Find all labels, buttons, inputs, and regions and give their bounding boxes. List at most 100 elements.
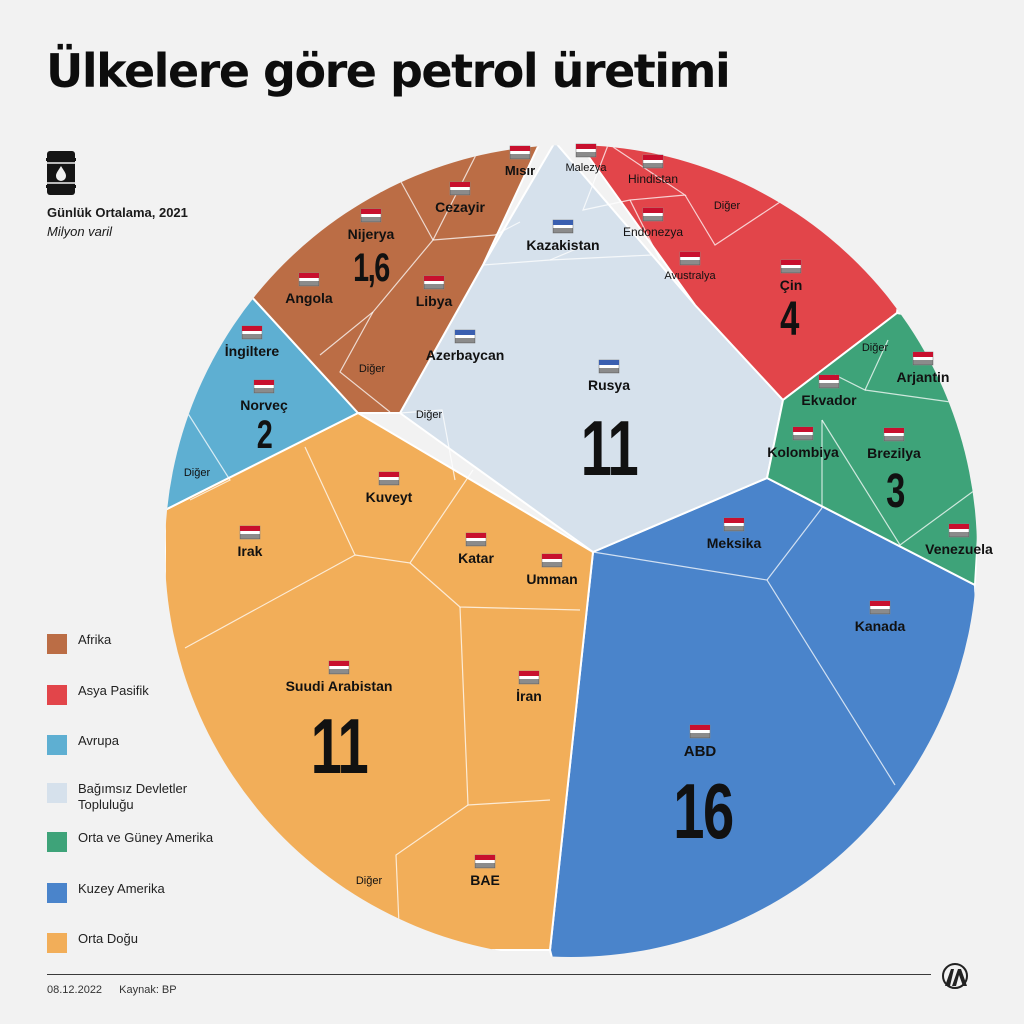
legend-swatch bbox=[47, 883, 67, 903]
flag-icon-azerbaycan-2 bbox=[454, 329, 476, 344]
country-label-diger-2: Diğer bbox=[416, 409, 443, 421]
flag-icon-brezilya-4 bbox=[883, 427, 905, 442]
country-label-kazakistan-2: Kazakistan bbox=[526, 237, 599, 253]
legend-label: Afrika bbox=[78, 632, 112, 647]
country-label-iran-1: İran bbox=[516, 688, 542, 704]
country-label-diger-4: Diğer bbox=[862, 342, 889, 354]
legend-item-orta-dogu: Orta Doğu bbox=[47, 931, 218, 953]
flag-icon-rusya-2 bbox=[598, 359, 620, 374]
flag-icon-kolombiya-4 bbox=[792, 426, 814, 441]
page-title: Ülkelere göre petrol üretimi bbox=[46, 44, 731, 98]
country-label-abd-0: ABD bbox=[684, 743, 717, 760]
country-border bbox=[432, 221, 521, 241]
flag-icon-avustralya-3 bbox=[679, 251, 701, 266]
country-label-arjantin-4: Arjantin bbox=[897, 369, 950, 385]
flag-icon-meksika-0 bbox=[723, 517, 745, 532]
country-border bbox=[684, 194, 781, 246]
flag-icon-libya-6 bbox=[423, 275, 445, 290]
country-label-libya-6: Libya bbox=[416, 293, 453, 309]
country-label-kanada-0: Kanada bbox=[855, 618, 906, 634]
aa-logo bbox=[942, 963, 968, 989]
legend-label: Orta Doğu bbox=[78, 931, 138, 946]
flag-icon-irak-1 bbox=[239, 525, 261, 540]
country-border bbox=[339, 311, 391, 413]
flag-icon-cezayir-6 bbox=[449, 181, 471, 196]
flag-icon-endonezya-3 bbox=[642, 207, 664, 222]
country-label-misir-6: Mısır bbox=[505, 163, 535, 178]
country-border bbox=[766, 507, 823, 581]
flag-icon-hindistan-3 bbox=[642, 154, 664, 169]
legend-swatch bbox=[47, 735, 67, 755]
country-label-brezilya-4: Brezilya bbox=[867, 445, 921, 461]
country-label-diger-6: Diğer bbox=[359, 363, 386, 375]
value-label-suudi-arabistan: 11 bbox=[311, 703, 367, 790]
country-border bbox=[186, 411, 231, 501]
flag-icon-kazakistan-2 bbox=[552, 219, 574, 234]
country-label-norvec-5: Norveç bbox=[240, 397, 288, 413]
flag-icon-angola-6 bbox=[298, 272, 320, 287]
country-label-malezya-3: Malezya bbox=[566, 162, 608, 174]
country-label-diger-5: Diğer bbox=[184, 467, 211, 479]
oil-barrel-icon bbox=[46, 151, 76, 195]
flag-icon-iran-1 bbox=[518, 670, 540, 685]
country-label-rusya-2: Rusya bbox=[588, 377, 630, 393]
footer-source: Kaynak: BP bbox=[119, 984, 177, 996]
flag-icon-nijerya-6 bbox=[360, 208, 382, 223]
country-label-bae-1: BAE bbox=[470, 872, 500, 888]
country-label-avustralya-3: Avustralya bbox=[664, 270, 716, 282]
flag-icon-malezya-3 bbox=[575, 143, 597, 158]
legend-item-bdt: Bağımsız Devletler Topluluğu bbox=[47, 781, 218, 813]
flag-icon-umman-1 bbox=[541, 553, 563, 568]
legend-swatch bbox=[47, 933, 67, 953]
flag-icon-abd-0 bbox=[689, 724, 711, 739]
legend-label: Orta ve Güney Amerika bbox=[78, 830, 214, 845]
country-border bbox=[629, 199, 661, 261]
country-label-ekvador-4: Ekvador bbox=[801, 392, 857, 408]
country-label-kolombiya-4: Kolombiya bbox=[767, 444, 839, 460]
value-label-rusya: 11 bbox=[581, 405, 637, 492]
flag-icon-katar-1 bbox=[465, 532, 487, 547]
legend-item-avrupa: Avrupa bbox=[47, 733, 218, 755]
legend-swatch bbox=[47, 634, 67, 654]
flag-icon-bae-1 bbox=[474, 854, 496, 869]
footer-date: 08.12.2022 bbox=[47, 984, 103, 996]
legend-item-orta-guney-amerika: Orta ve Güney Amerika bbox=[47, 830, 218, 852]
country-border bbox=[399, 179, 434, 241]
flag-icon-suudi-arabistan-1 bbox=[328, 660, 350, 675]
flag-icon-norvec-5 bbox=[253, 379, 275, 394]
country-label-angola-6: Angola bbox=[285, 290, 333, 306]
country-border bbox=[399, 409, 456, 481]
flag-icon-arjantin-4 bbox=[912, 351, 934, 366]
footer: 08.12.2022 Kaynak: BP bbox=[47, 984, 191, 996]
country-label-diger-1: Diğer bbox=[356, 875, 383, 887]
legend-swatch bbox=[47, 685, 67, 705]
legend-label: Avrupa bbox=[78, 733, 119, 748]
flag-icon-cin-3 bbox=[780, 259, 802, 274]
flag-icon-kuveyt-1 bbox=[378, 471, 400, 486]
flag-icon-venezuela-4 bbox=[948, 523, 970, 538]
legend-label: Asya Pasifik bbox=[78, 683, 149, 698]
country-label-venezuela-4: Venezuela bbox=[925, 541, 993, 557]
country-label-ingiltere-5: İngiltere bbox=[225, 343, 280, 359]
country-label-diger-3: Diğer bbox=[714, 200, 741, 212]
country-label-katar-1: Katar bbox=[458, 550, 494, 566]
value-label-brezilya: 3 bbox=[886, 463, 904, 517]
flag-icon-ekvador-4 bbox=[818, 374, 840, 389]
country-label-cin-3: Çin bbox=[780, 277, 803, 293]
country-border bbox=[395, 804, 469, 949]
country-border bbox=[821, 419, 976, 546]
value-label-abd: 16 bbox=[673, 768, 733, 855]
country-label-cezayir-6: Cezayir bbox=[435, 199, 485, 215]
chart-unit: Milyon varil bbox=[47, 224, 113, 239]
footer-divider bbox=[47, 974, 931, 975]
country-border bbox=[549, 243, 589, 261]
legend-swatch bbox=[47, 783, 67, 803]
country-label-umman-1: Umman bbox=[526, 571, 577, 587]
flag-icon-ingiltere-5 bbox=[241, 325, 263, 340]
legend-item-kuzey-amerika: Kuzey Amerika bbox=[47, 881, 218, 903]
flag-icon-misir-6 bbox=[509, 145, 531, 160]
value-label-nijerya: 1,6 bbox=[353, 245, 390, 290]
country-label-kuveyt-1: Kuveyt bbox=[366, 489, 413, 505]
value-label-cin: 4 bbox=[780, 291, 800, 345]
